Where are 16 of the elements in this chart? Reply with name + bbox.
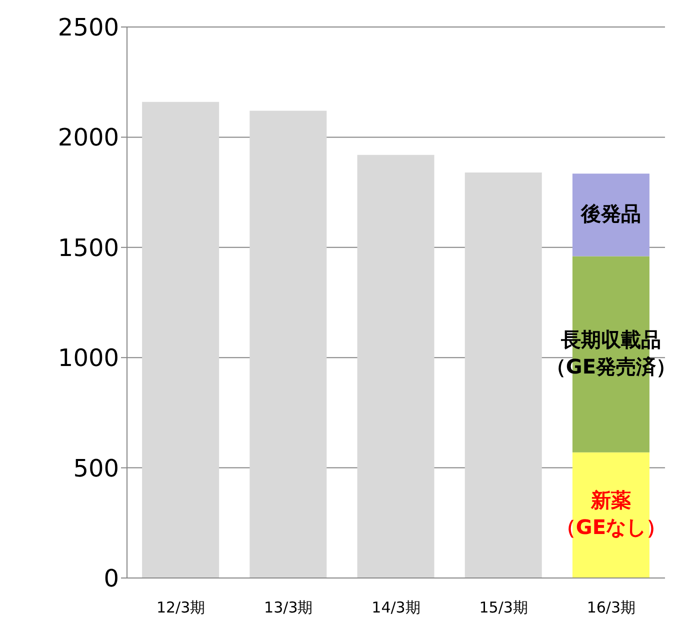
y-tick-label: 1000 xyxy=(58,344,119,372)
y-tick-label: 0 xyxy=(104,564,119,593)
bar xyxy=(464,172,542,578)
y-tick-label: 500 xyxy=(73,454,119,482)
x-tick-label: 13/3期 xyxy=(264,598,313,617)
bar xyxy=(142,102,220,578)
x-tick-label: 12/3期 xyxy=(156,598,206,617)
x-tick-label: 14/3期 xyxy=(372,598,420,617)
series-label: 後発品 xyxy=(580,201,641,226)
bar xyxy=(250,110,327,578)
y-tick-label: 1500 xyxy=(58,234,119,262)
bar xyxy=(357,154,434,578)
y-tick-label: 2000 xyxy=(58,124,119,152)
y-tick-label: 2500 xyxy=(58,14,119,42)
x-tick-label: 16/3期 xyxy=(586,598,636,617)
x-tick-label: 15/3期 xyxy=(479,598,528,617)
